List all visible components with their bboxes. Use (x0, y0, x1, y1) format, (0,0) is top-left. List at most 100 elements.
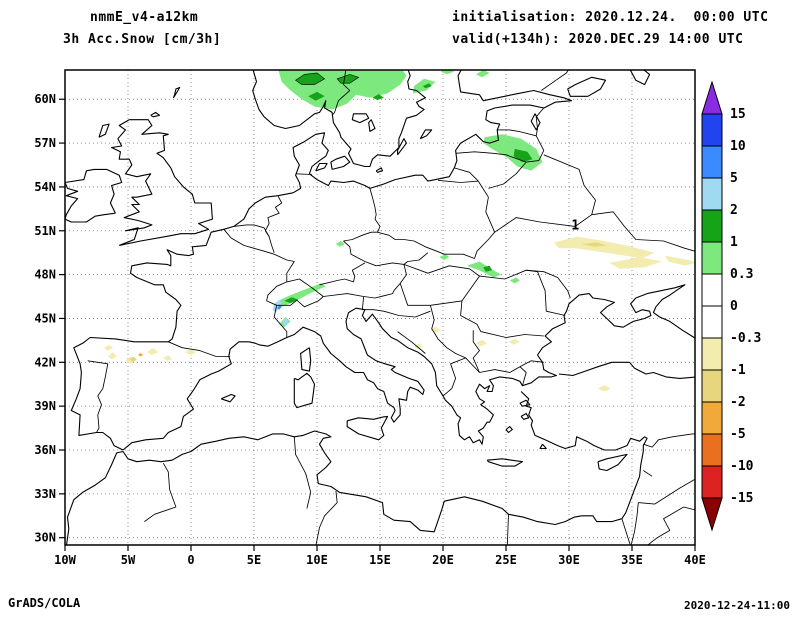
coastline (150, 111, 161, 118)
border-line (393, 264, 407, 291)
country-borders (87, 70, 695, 545)
colorbar-arrow-bottom (701, 497, 723, 532)
border-line (541, 70, 569, 91)
coastline (539, 443, 547, 450)
colorbar-tick-label: -15 (730, 491, 753, 506)
creation-timestamp: 2020-12-24-11:00 (684, 599, 790, 612)
lat-tick-label: 45N (34, 311, 56, 325)
colorbar-tick-label: -10 (730, 459, 754, 474)
border-line (437, 179, 479, 183)
border-line (454, 167, 479, 182)
lat-tick-label: 30N (34, 531, 56, 545)
colorbar-band (701, 209, 723, 243)
snow-patch (129, 356, 137, 363)
grads-credit: GrADS/COLA (8, 596, 81, 610)
snow-patch (281, 318, 290, 326)
coastline (111, 119, 213, 246)
border-line (474, 180, 496, 259)
colorbar-tick-label: 0 (730, 299, 738, 314)
border-line (494, 211, 695, 252)
coastline (98, 123, 110, 138)
lon-tick-label: 20E (432, 553, 454, 567)
snow-patch (553, 236, 655, 259)
border-line (429, 305, 466, 359)
coastline (558, 361, 695, 379)
contour-label: 1 (571, 218, 579, 233)
coastline (330, 155, 351, 170)
border-line (376, 252, 429, 267)
snow-patch (372, 94, 384, 100)
snow-patch (295, 72, 326, 85)
map-frame (64, 69, 696, 546)
colorbar-tick-label: -2 (730, 395, 746, 410)
colorbar-band (701, 465, 723, 499)
border-line (377, 231, 475, 259)
coastline (300, 347, 312, 372)
snow-patch (439, 254, 450, 260)
lon-tick-label: 40E (684, 553, 706, 567)
lon-tick-label: 10E (306, 553, 328, 567)
coastline (397, 138, 408, 156)
snow-patch (278, 70, 407, 110)
initialisation-time: initialisation: 2020.12.24. 00:00 UTC (452, 10, 769, 25)
model-name: nmmE_v4-a12km (90, 10, 199, 25)
colorbar-tick-label: 15 (730, 107, 746, 122)
border-line (293, 436, 312, 509)
lon-tick-label: 0 (187, 553, 194, 567)
snow-patch (104, 344, 113, 351)
coastline (220, 393, 236, 403)
snow-patch (508, 338, 520, 345)
colorbar-band (701, 369, 723, 403)
valid-time: valid(+134h): 2020.DEC.29 14:00 UTC (452, 32, 744, 47)
coastline (70, 70, 573, 451)
lat-tick-label: 42N (34, 355, 56, 369)
border-line (630, 502, 639, 545)
snow-shading (104, 70, 695, 392)
lon-tick-label: 30E (558, 553, 580, 567)
axis-labels: 10W 5W 0 5E 10E 15E 20E 25E 30E 35E 40E 60N 57N 54N 51… (34, 92, 706, 567)
lat-tick-label: 33N (34, 487, 56, 501)
lon-tick-label: 5E (247, 553, 261, 567)
border-line (266, 296, 324, 308)
colorbar-band (701, 145, 723, 179)
coastline (65, 168, 123, 223)
snow-patch (277, 283, 326, 307)
snow-patch (422, 83, 432, 89)
snow-patch (336, 74, 360, 84)
colorbar-tick-label: -1 (730, 363, 746, 378)
coastline (419, 129, 433, 140)
lat-tick-label: 39N (34, 399, 56, 413)
border-line (526, 135, 545, 163)
border-line (266, 281, 287, 301)
border-line (497, 129, 537, 137)
snow-patch (163, 355, 173, 361)
border-line (343, 240, 377, 267)
axis-ticks (59, 98, 696, 551)
border-line (168, 341, 231, 357)
colorbar-band (701, 337, 723, 371)
border-line (362, 309, 431, 318)
coastline (375, 167, 384, 173)
lat-tick-label: 51N (34, 224, 56, 238)
lon-tick-label: 35E (621, 553, 643, 567)
coastline (519, 399, 531, 407)
colorbar-band (701, 273, 723, 307)
colorbar-band (701, 241, 723, 275)
border-line (479, 269, 566, 316)
border-line (343, 231, 378, 242)
colorbar-band (701, 433, 723, 467)
colorbar-tick-label: -5 (730, 427, 746, 442)
coastline (520, 412, 530, 420)
colorbar-band (701, 177, 723, 211)
border-line (638, 502, 655, 505)
lake-outline (530, 113, 541, 131)
snow-patch (146, 347, 159, 355)
border-line (543, 154, 596, 215)
border-line (455, 151, 527, 163)
border-line (643, 470, 653, 477)
snow-patch (475, 70, 490, 78)
border-line (399, 264, 480, 306)
border-line (526, 269, 571, 299)
colorbar-arrow-top (701, 80, 723, 115)
border-line (361, 296, 365, 310)
